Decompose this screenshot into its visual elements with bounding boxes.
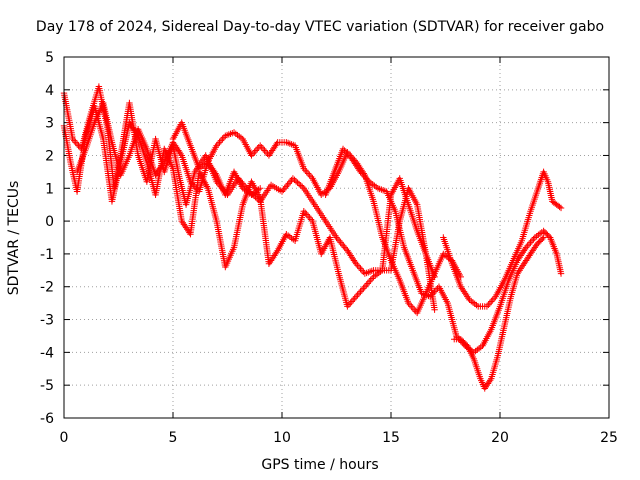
data-point [366,278,373,286]
data-point [557,204,565,212]
data-point [539,235,546,243]
data-point [557,270,565,277]
data-point [292,178,300,185]
data-point [351,295,358,302]
data-point [258,144,265,151]
series-trace-4 [322,145,565,356]
data-point [303,211,310,218]
data-point [217,137,225,144]
data-point [254,145,261,153]
x-axis-label: GPS time / hours [261,457,379,473]
data-point [259,145,267,153]
data-point [294,179,301,186]
data-point [489,296,496,304]
data-point [251,148,258,156]
x-tick-label: 0 [60,430,69,446]
y-tick-label: 5 [45,50,54,66]
y-tick-label: 0 [45,214,54,230]
data-point [252,147,260,154]
data-point [297,182,304,189]
data-point [488,298,495,305]
data-point [304,212,312,220]
series-trace-2 [60,103,438,313]
chart-title: Day 178 of 2024, Sidereal Day-to-day VTE… [35,19,605,35]
y-tick-label: -6 [40,411,54,427]
data-point [411,306,418,313]
data-point [358,286,366,294]
grid-lines [64,57,609,418]
data-point [306,171,313,179]
data-point [73,140,81,148]
data-point [363,281,370,289]
data-point [352,293,360,300]
y-tick-label: -1 [40,247,54,263]
y-tick-label: -4 [40,345,54,361]
data-point [409,304,416,312]
data-point [367,276,374,284]
data-point [348,298,355,305]
y-tick-label: -5 [40,378,54,394]
data-point [355,290,363,297]
data-point [289,175,297,182]
data-point [368,275,376,282]
y-tick-label: -2 [40,280,54,296]
x-tick-label: 5 [169,430,178,446]
data-point [361,283,369,290]
data-point [75,142,82,149]
data-point [291,176,298,184]
data-point [306,214,313,222]
x-tick-label: 10 [273,430,291,446]
data-point [530,235,537,243]
data-point [257,185,264,192]
data-point [354,291,361,299]
data-point [556,203,563,211]
data-point [257,142,264,149]
y-tick-label: 4 [45,83,54,99]
x-tick-label: 15 [382,430,400,446]
data-point [486,299,494,307]
data-point [540,234,547,241]
data-point [360,285,367,292]
data-point [355,263,363,271]
plot-frame [63,56,610,419]
series-trace-6 [451,234,547,392]
data-point [357,265,364,272]
data-point [364,280,371,287]
data-point [528,237,536,244]
x-tick-label: 20 [491,430,509,446]
y-tick-label: 3 [45,116,54,132]
data-point [299,183,306,191]
y-axis-ticks: 5 4 3 2 1 0 -1 -2 -3 -4 -5 -6 [40,50,609,427]
data-point [295,180,303,188]
x-tick-label: 25 [600,430,618,446]
data-point [485,301,492,308]
data-point [350,296,357,304]
data-marks [60,83,565,392]
data-point [527,239,534,246]
data-point [347,299,354,307]
data-point [304,170,312,177]
series-trace-5 [440,168,565,310]
data-point [216,139,223,146]
data-point [303,168,310,176]
y-tick-label: 1 [45,181,54,197]
data-point [525,240,533,248]
data-point [219,135,226,143]
data-point [252,193,259,201]
y-tick-label: 2 [45,148,54,164]
data-point [261,147,268,154]
y-tick-label: -3 [40,313,54,329]
series-trace-7 [73,99,264,199]
data-point [72,139,79,146]
data-point [408,303,415,310]
data-point [357,288,364,295]
data-point [431,306,438,313]
